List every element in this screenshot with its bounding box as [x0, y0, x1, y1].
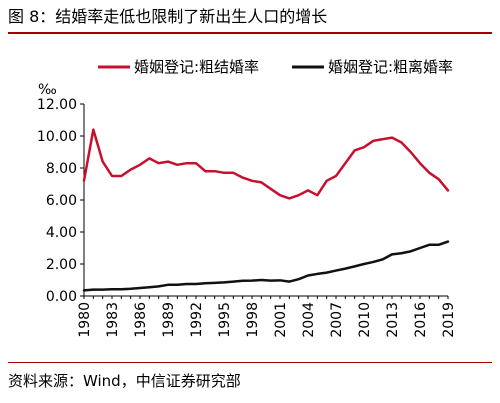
x-tick-label: 1995 — [217, 302, 233, 338]
legend-label-divorce: 婚姻登记:粗离婚率 — [328, 58, 453, 76]
x-tick-label: 1998 — [245, 302, 261, 338]
y-tick-label: 4.00 — [46, 225, 77, 241]
source-divider — [8, 362, 492, 363]
x-tick-label: 1983 — [105, 302, 121, 338]
x-tick-label: 2007 — [329, 302, 345, 338]
legend-label-marriage: 婚姻登记:粗结婚率 — [134, 58, 259, 76]
x-tick-label: 2019 — [441, 302, 457, 338]
y-tick-label: 8.00 — [46, 161, 77, 177]
series-line-divorce-rate — [82, 240, 450, 292]
y-axis-unit: ‰ — [38, 82, 57, 98]
x-tick-label: 2004 — [301, 302, 317, 338]
x-axis-ticks: 1980 1983 1986 1989 1992 1995 1998 2001 2004 2007… — [77, 296, 457, 338]
series-lines — [82, 128, 450, 292]
y-tick-label: 10.00 — [37, 129, 77, 145]
series-line-marriage-rate — [82, 128, 450, 200]
x-tick-label: 1986 — [133, 302, 149, 338]
figure-source: 资料来源：Wind，中信证券研究部 — [8, 372, 241, 390]
x-tick-label: 2010 — [357, 302, 373, 338]
y-axis-ticks: 0.00 2.00 4.00 6.00 8.00 10.00 12.00 — [37, 97, 84, 305]
x-tick-label: 1992 — [189, 302, 205, 338]
title-divider — [8, 32, 492, 34]
y-tick-label: 6.00 — [46, 193, 77, 209]
figure-title: 图 8：结婚率走低也限制了新出生人口的增长 — [8, 7, 328, 26]
x-tick-label: 2016 — [413, 302, 429, 338]
legend: 婚姻登记:粗结婚率 婚姻登记:粗离婚率 — [98, 58, 453, 76]
marriage-rate-chart: 婚姻登记:粗结婚率 婚姻登记:粗离婚率 ‰ 0.00 2.00 4.00 6.00 8.… — [37, 58, 457, 338]
y-tick-label: 2.00 — [46, 257, 77, 273]
x-tick-label: 1989 — [161, 302, 177, 338]
x-tick-label: 2001 — [273, 302, 289, 338]
x-tick-label: 2013 — [385, 302, 401, 338]
x-tick-label: 1980 — [77, 302, 93, 338]
y-tick-label: 0.00 — [46, 289, 77, 305]
y-tick-label: 12.00 — [37, 97, 77, 113]
